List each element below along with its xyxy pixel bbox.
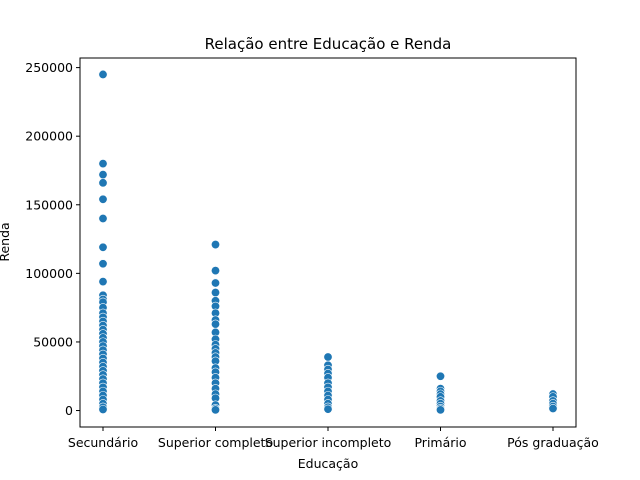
data-point: [98, 404, 108, 414]
data-point: [435, 371, 445, 381]
data-point: [98, 213, 108, 223]
data-point: [98, 259, 108, 269]
data-point: [548, 403, 558, 413]
data-point: [211, 278, 221, 288]
data-point: [98, 69, 108, 79]
data-point: [98, 159, 108, 169]
x-tick-label: Primário: [414, 435, 466, 450]
data-point: [435, 405, 445, 415]
data-point: [98, 194, 108, 204]
data-point: [211, 405, 221, 415]
points-layer: [98, 69, 558, 415]
chart-title: Relação entre Educação e Renda: [205, 35, 452, 53]
data-point: [211, 319, 221, 329]
y-tick-label: 150000: [25, 197, 73, 212]
y-tick-label: 0: [65, 403, 73, 418]
y-tick-label: 50000: [33, 334, 73, 349]
y-tick-label: 200000: [25, 129, 73, 144]
data-point: [98, 178, 108, 188]
y-axis-title: Renda: [0, 222, 12, 261]
data-point: [98, 277, 108, 287]
data-point: [211, 240, 221, 250]
data-point: [323, 352, 333, 362]
y-tick-label: 250000: [25, 60, 73, 75]
x-tick-label: Superior incompleto: [265, 435, 392, 450]
y-tick-label: 100000: [25, 266, 73, 281]
x-tick-label: Pós graduação: [507, 435, 599, 450]
data-point: [211, 288, 221, 298]
data-point: [323, 404, 333, 414]
data-point: [98, 242, 108, 252]
y-axis: 0 50000 100000 150000 200000 250000: [25, 60, 80, 418]
x-axis-title: Educação: [298, 456, 358, 471]
x-tick-label: Secundário: [68, 435, 138, 450]
x-tick-label: Superior completo: [158, 435, 273, 450]
data-point: [211, 266, 221, 276]
data-point: [98, 170, 108, 180]
